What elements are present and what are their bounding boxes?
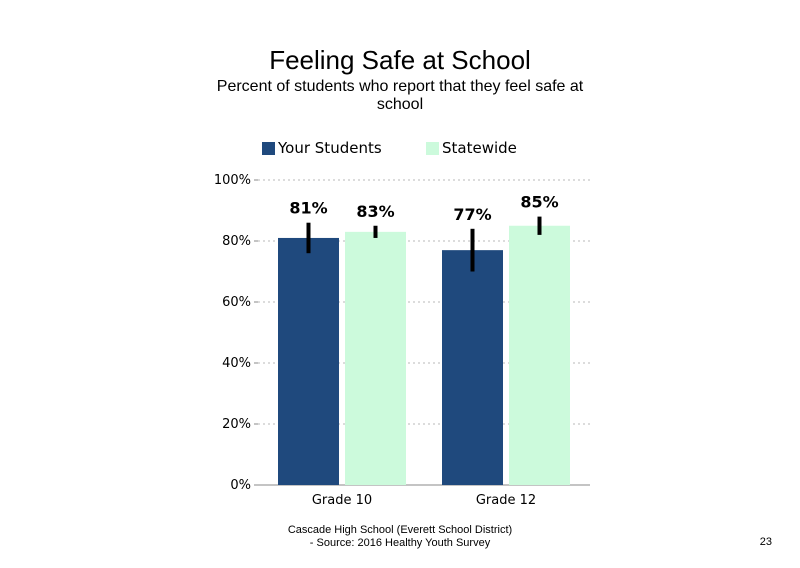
chart-subtitle: Percent of students who report that they… [216, 78, 584, 113]
data-label: 81% [289, 199, 327, 218]
x-tick-label: Grade 12 [476, 493, 536, 508]
y-tick-label: 100% [214, 173, 251, 188]
y-tick-label: 80% [222, 234, 251, 249]
bar-statewide [345, 231, 406, 485]
page-number: 23 [759, 536, 772, 548]
y-tick-label: 20% [222, 417, 251, 432]
legend-label-your-students: Your Students [278, 139, 382, 157]
chart-title: Feeling Safe at School [269, 45, 531, 75]
legend-item-statewide: Statewide [426, 139, 517, 157]
data-label: 85% [520, 193, 558, 212]
x-tick-label: Grade 10 [312, 493, 372, 508]
bar-your-students [278, 237, 339, 485]
footer-school: Cascade High School (Everett School Dist… [287, 524, 513, 536]
y-tick-label: 0% [230, 478, 251, 493]
data-label: 77% [453, 205, 491, 224]
data-label: 83% [356, 202, 394, 221]
bar-statewide [509, 225, 570, 485]
legend-swatch-your-students [262, 141, 275, 155]
footer: Cascade High School (Everett School Dist… [250, 524, 550, 550]
footer-source: - Source: 2016 Healthy Youth Survey [309, 537, 491, 549]
y-tick-label: 40% [222, 356, 251, 371]
legend-swatch-statewide [426, 141, 439, 155]
bar-your-students [442, 250, 503, 485]
y-tick-label: 60% [222, 295, 251, 310]
legend-item-your-students: Your Students [262, 139, 382, 157]
legend-label-statewide: Statewide [442, 139, 517, 157]
